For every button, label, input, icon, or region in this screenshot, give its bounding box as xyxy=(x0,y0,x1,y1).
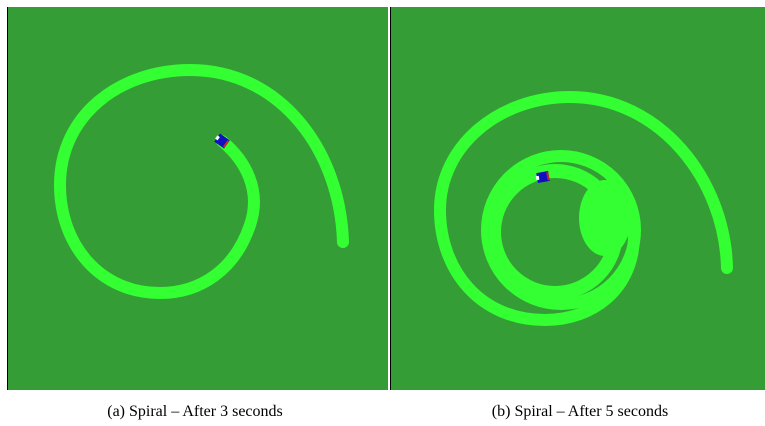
panel-b xyxy=(390,7,765,390)
page: {"figures": [ {"caption": "(a) Spiral – … xyxy=(0,0,765,426)
caption: (a) Spiral – After 3 seconds xyxy=(107,403,283,420)
caption: (b) Spiral – After 5 seconds xyxy=(492,403,668,420)
figure: (a) Spiral – After 3 seconds (b) Spiral … xyxy=(0,0,765,426)
panel-a xyxy=(7,7,388,390)
